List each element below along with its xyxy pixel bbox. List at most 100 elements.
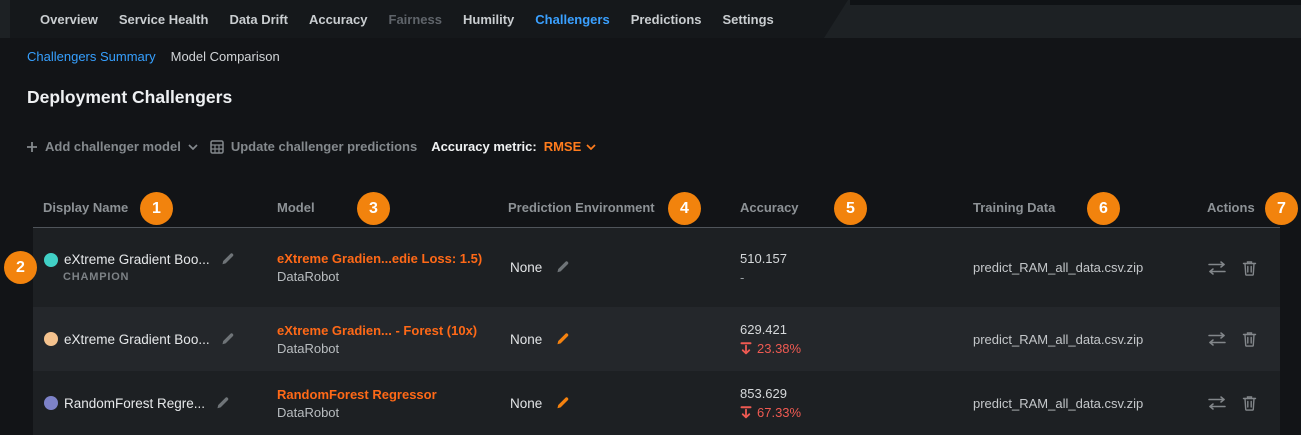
accuracy-metric-label: Accuracy metric: xyxy=(431,139,537,154)
display-name-cell: eXtreme Gradient Boo... xyxy=(33,332,277,347)
column-header-display-name: Display Name xyxy=(43,200,129,215)
actions-cell xyxy=(1207,331,1280,347)
prediction-environment-value: None xyxy=(510,395,543,411)
delete-challenger-icon[interactable] xyxy=(1242,331,1257,347)
annotation-marker-1: 1 xyxy=(140,192,173,225)
tab-settings[interactable]: Settings xyxy=(722,11,774,27)
edit-prediction-environment-icon[interactable] xyxy=(555,396,570,411)
challengers-subnav: Challengers Summary Model Comparison xyxy=(27,49,280,64)
model-name-link[interactable]: eXtreme Gradien...edie Loss: 1.5) xyxy=(277,251,483,266)
annotation-marker-5: 5 xyxy=(834,192,867,225)
annotation-marker-2: 2 xyxy=(4,251,37,284)
edit-prediction-environment-icon[interactable] xyxy=(555,260,570,275)
model-color-dot xyxy=(44,252,58,267)
accuracy-cell: 629.421 23.38% xyxy=(740,322,973,356)
replace-model-icon[interactable] xyxy=(1207,260,1227,275)
model-cell: RandomForest Regressor DataRobot xyxy=(277,387,508,420)
model-name-link[interactable]: RandomForest Regressor xyxy=(277,386,437,402)
page-title: Deployment Challengers xyxy=(27,87,233,107)
annotation-marker-4: 4 xyxy=(668,192,701,225)
column-header-model: Model xyxy=(277,200,315,215)
edit-display-name-icon[interactable] xyxy=(215,396,230,411)
actions-cell xyxy=(1207,395,1280,411)
accuracy-delta: 67.33% xyxy=(740,405,973,420)
chevron-down-icon xyxy=(188,143,198,150)
tab-data-drift[interactable]: Data Drift xyxy=(229,11,288,27)
training-data-filename: predict_RAM_all_data.csv.zip xyxy=(973,331,1144,347)
accuracy-delta: 23.38% xyxy=(740,341,973,356)
annotation-marker-3: 3 xyxy=(357,192,390,225)
challengers-table: Display Name Model Prediction Environmen… xyxy=(33,188,1280,435)
subnav-challengers-summary[interactable]: Challengers Summary xyxy=(27,49,156,64)
tab-predictions[interactable]: Predictions xyxy=(630,11,702,27)
update-challenger-predictions-button[interactable]: Update challenger predictions xyxy=(210,139,417,154)
training-data-filename: predict_RAM_all_data.csv.zip xyxy=(973,395,1144,411)
model-color-dot xyxy=(44,396,58,410)
accuracy-cell: 510.157 - xyxy=(740,251,973,285)
tab-overview[interactable]: Overview xyxy=(40,11,98,27)
training-data-filename: predict_RAM_all_data.csv.zip xyxy=(973,260,1144,275)
display-name-text: RandomForest Regre... xyxy=(64,395,206,411)
update-challenger-predictions-label: Update challenger predictions xyxy=(230,139,418,154)
model-cell: eXtreme Gradien...edie Loss: 1.5) DataRo… xyxy=(277,251,508,284)
display-name-text: eXtreme Gradient Boo... xyxy=(64,331,210,347)
prediction-environment-value: None xyxy=(510,331,543,347)
replace-model-icon[interactable] xyxy=(1207,332,1227,346)
tab-fairness: Fairness xyxy=(388,11,442,27)
prediction-environment-cell: None xyxy=(508,260,740,275)
accuracy-value: 629.421 xyxy=(740,322,787,337)
subnav-model-comparison[interactable]: Model Comparison xyxy=(170,49,280,64)
annotation-marker-7: 7 xyxy=(1265,192,1298,225)
plus-icon xyxy=(27,141,37,152)
tab-service-health[interactable]: Service Health xyxy=(118,11,209,27)
actions-cell xyxy=(1207,260,1280,276)
annotation-marker-6: 6 xyxy=(1087,192,1120,225)
accuracy-value: 853.629 xyxy=(740,386,787,401)
model-source: DataRobot xyxy=(277,404,340,420)
accuracy-metric-dropdown[interactable]: RMSE xyxy=(544,139,597,154)
add-challenger-model-label: Add challenger model xyxy=(45,139,181,154)
accuracy-metric-value: RMSE xyxy=(543,139,582,154)
add-challenger-model-button[interactable]: Add challenger model xyxy=(26,139,198,154)
model-color-dot xyxy=(44,332,58,346)
column-header-prediction-environment: Prediction Environment xyxy=(508,200,655,215)
delete-challenger-icon[interactable] xyxy=(1242,260,1257,276)
replace-model-icon[interactable] xyxy=(1207,396,1227,410)
edit-display-name-icon[interactable] xyxy=(220,252,235,267)
accuracy-value: 510.157 xyxy=(740,250,787,266)
accuracy-metric-control: Accuracy metric: RMSE xyxy=(431,139,596,154)
challenger-row-champion: eXtreme Gradient Boo... CHAMPION eXtreme… xyxy=(33,228,1280,307)
decline-arrow-icon xyxy=(740,342,752,355)
edit-display-name-icon[interactable] xyxy=(220,332,235,347)
column-header-actions: Actions xyxy=(1207,200,1255,215)
challengers-toolbar: Add challenger model Update challenger p… xyxy=(26,139,596,154)
model-cell: eXtreme Gradien... - Forest (10x) DataRo… xyxy=(277,323,508,356)
tab-challengers[interactable]: Challengers xyxy=(535,11,610,27)
prediction-environment-value: None xyxy=(510,260,543,275)
display-name-cell: eXtreme Gradient Boo... CHAMPION xyxy=(33,252,277,283)
topbar-shade xyxy=(850,0,1301,5)
delete-challenger-icon[interactable] xyxy=(1242,395,1257,411)
model-source: DataRobot xyxy=(277,340,340,356)
display-name-text: eXtreme Gradient Boo... xyxy=(64,252,210,267)
accuracy-delta: - xyxy=(740,269,745,285)
table-header-row: Display Name Model Prediction Environmen… xyxy=(33,188,1280,228)
chevron-down-icon xyxy=(586,143,596,150)
column-header-accuracy: Accuracy xyxy=(740,200,799,215)
prediction-environment-cell: None xyxy=(508,396,740,411)
model-name-link[interactable]: eXtreme Gradien... - Forest (10x) xyxy=(277,322,478,338)
top-navigation-bar: Overview Service Health Data Drift Accur… xyxy=(0,0,1301,38)
champion-badge: CHAMPION xyxy=(63,271,130,283)
challenger-row: RandomForest Regre... RandomForest Regre… xyxy=(33,371,1280,435)
decline-arrow-icon xyxy=(740,406,752,419)
calculator-icon xyxy=(210,139,224,154)
tab-accuracy[interactable]: Accuracy xyxy=(308,11,368,27)
challenger-row: eXtreme Gradient Boo... eXtreme Gradien.… xyxy=(33,307,1280,371)
prediction-environment-cell: None xyxy=(508,332,740,347)
edit-prediction-environment-icon[interactable] xyxy=(555,332,570,347)
display-name-cell: RandomForest Regre... xyxy=(33,396,277,411)
deployment-tab-strip: Overview Service Health Data Drift Accur… xyxy=(10,0,848,38)
model-source: DataRobot xyxy=(277,269,340,284)
column-header-training-data: Training Data xyxy=(973,200,1056,215)
tab-humility[interactable]: Humility xyxy=(462,11,515,27)
